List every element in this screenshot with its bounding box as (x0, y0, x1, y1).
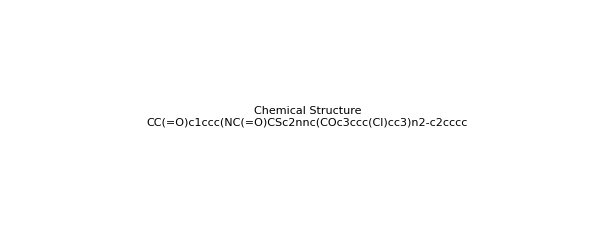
Text: Chemical Structure
CC(=O)c1ccc(NC(=O)CSc2nnc(COc3ccc(Cl)cc3)n2-c2cccc: Chemical Structure CC(=O)c1ccc(NC(=O)CSc… (147, 106, 468, 128)
